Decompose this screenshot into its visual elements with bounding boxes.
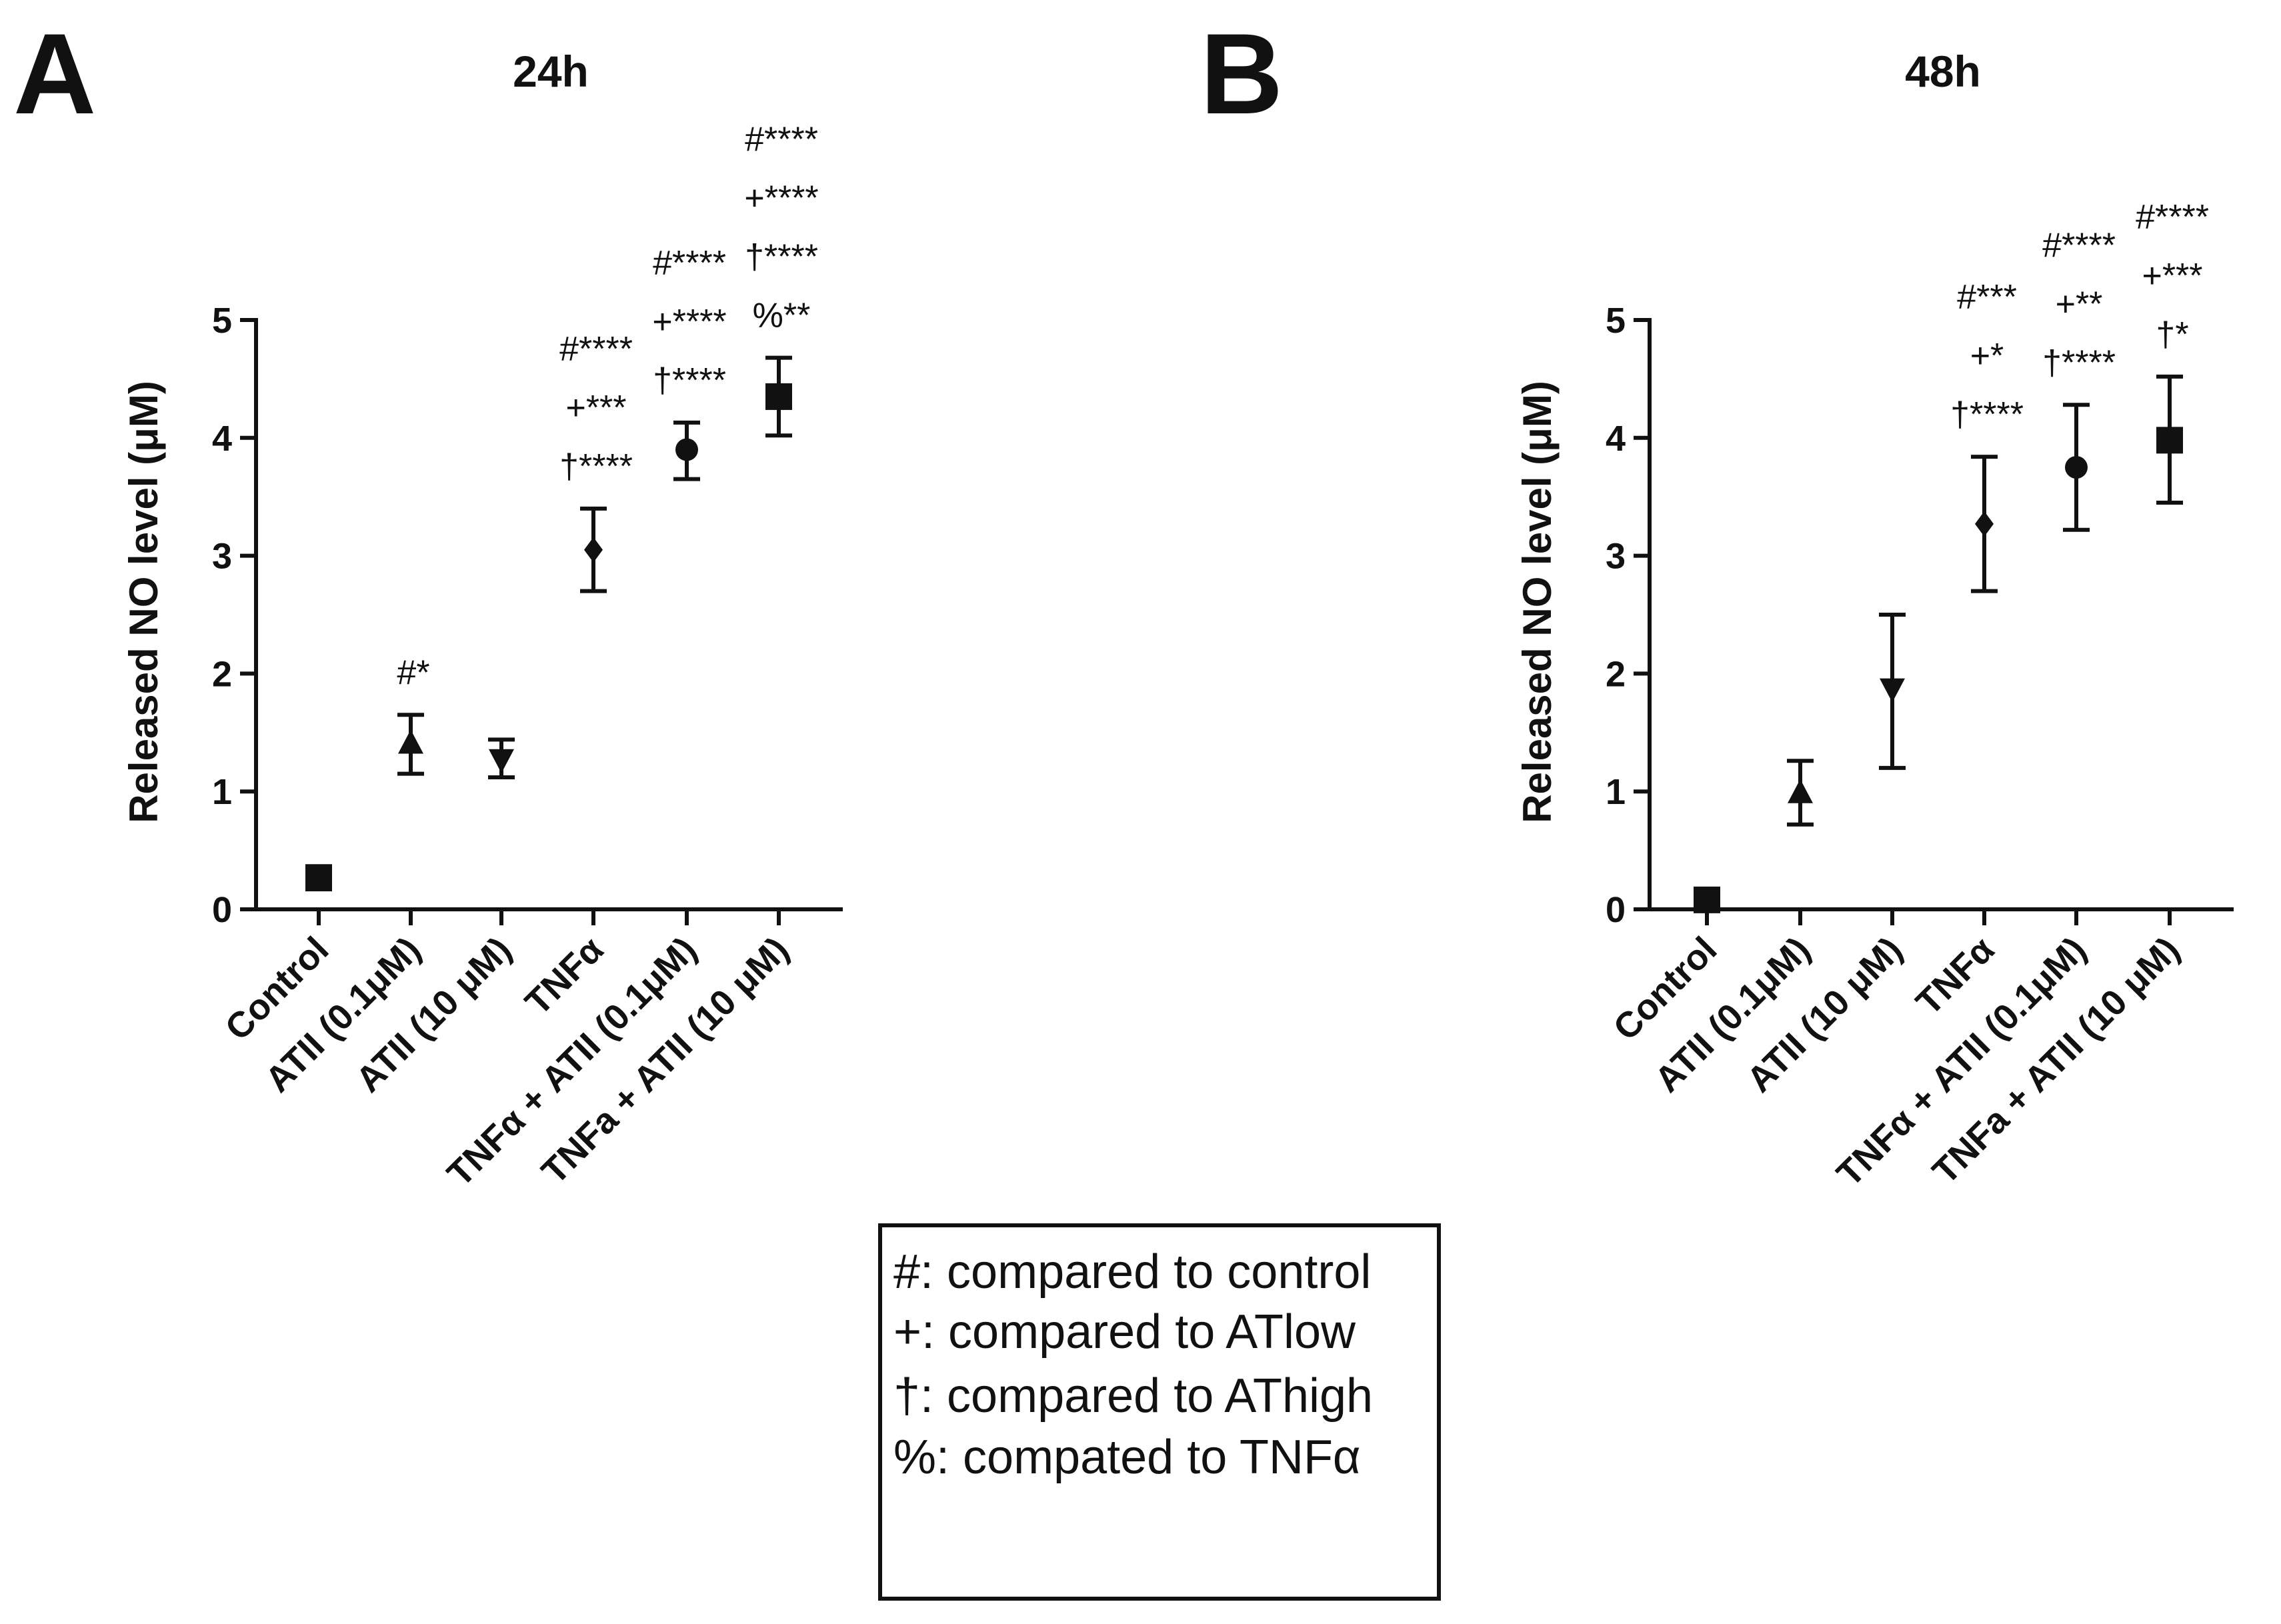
data-point-group — [1694, 886, 1720, 913]
y-axis-label-b: Released NO level (μM) — [1515, 381, 1560, 823]
data-series-a: #* #**** +*** †**** #**** +**** †**** #**** +***… — [305, 121, 819, 891]
significance-annotation: +**** — [652, 303, 726, 341]
data-point-group: #**** +*** †* — [2136, 198, 2209, 505]
panel-b: B 48h Released NO level (μM) 0 1 2 3 4 5 Cont… — [1200, 10, 2234, 1194]
legend-border — [878, 1223, 1441, 1601]
data-point-group: #**** +**** †**** — [652, 244, 727, 481]
significance-annotation: #* — [397, 653, 429, 692]
y-tick-label: 4 — [1606, 419, 1626, 459]
data-point-circle — [2065, 456, 2088, 479]
data-series-b: #*** +* †**** #**** +** †**** #**** +*** †* — [1694, 198, 2209, 913]
legend-item-control: #: compared to control — [893, 1245, 1371, 1299]
y-axis-a: 0 1 2 3 4 5 — [212, 301, 258, 930]
significance-annotation: #**** — [559, 330, 633, 369]
y-tick-label: 2 — [212, 654, 232, 694]
significance-annotation: +*** — [565, 389, 626, 427]
y-tick-label: 1 — [1606, 772, 1626, 812]
y-axis-label-a: Released NO level (μM) — [121, 381, 166, 823]
y-tick-label: 5 — [212, 301, 232, 341]
panel-letter-b: B — [1200, 10, 1283, 138]
data-point-triangle-down — [1880, 678, 1905, 703]
data-point-triangle-up — [398, 729, 423, 754]
significance-annotation: †* — [2156, 315, 2188, 354]
data-point-group — [488, 737, 515, 779]
data-point-square — [2156, 427, 2183, 454]
data-point-group: #* — [397, 653, 430, 776]
legend-item-atlow: +: compared to ATlow — [893, 1305, 1356, 1359]
significance-annotation: †**** — [559, 447, 633, 486]
panel-letter-a: A — [13, 10, 96, 138]
significance-annotation: †**** — [2042, 343, 2116, 382]
y-tick-label: 2 — [1606, 654, 1626, 694]
significance-annotation: #**** — [653, 244, 726, 283]
panel-a: A 24h Released NO level (μM) 0 1 2 3 4 5 Cont… — [13, 10, 843, 1194]
data-point-group: #**** +*** †**** — [559, 330, 633, 593]
data-point-square — [305, 864, 332, 891]
significance-annotation: %** — [753, 297, 811, 335]
legend-item-tnfa: %: compated to TNFα — [893, 1431, 1361, 1484]
y-tick-label: 0 — [212, 890, 232, 930]
data-point-triangle-up — [1788, 779, 1813, 803]
y-tick-label: 4 — [212, 419, 232, 459]
data-point-square — [765, 383, 792, 410]
significance-annotation: +* — [1970, 337, 2004, 375]
significance-annotation: +*** — [2142, 257, 2202, 295]
y-tick-label: 0 — [1606, 890, 1626, 930]
data-point-diamond — [1975, 511, 1994, 537]
y-axis-b: 0 1 2 3 4 5 — [1606, 301, 1652, 930]
significance-annotation: #**** — [2042, 226, 2116, 265]
legend-box: #: compared to control +: compared to AT… — [878, 1223, 1441, 1601]
y-tick-label: 5 — [1606, 301, 1626, 341]
significance-annotation: #**** — [745, 121, 818, 159]
significance-annotation: †**** — [745, 238, 818, 277]
significance-annotation: #*** — [1957, 278, 2017, 317]
data-point-triangle-down — [489, 749, 514, 773]
data-point-group — [305, 864, 332, 891]
data-point-group — [1787, 759, 1814, 827]
data-point-group: #*** +* †**** — [1950, 278, 2024, 593]
significance-annotation: +** — [2056, 285, 2103, 323]
chart-title-48h: 48h — [1905, 47, 1981, 96]
significance-annotation: †**** — [1950, 395, 2024, 434]
data-point-diamond — [584, 537, 603, 563]
data-point-group: #**** +** †**** — [2042, 226, 2116, 532]
y-tick-label: 3 — [212, 537, 232, 577]
data-point-circle — [675, 438, 698, 461]
legend-item-athigh: †: compared to AThigh — [893, 1369, 1373, 1423]
y-tick-label: 1 — [212, 772, 232, 812]
significance-annotation: †**** — [653, 361, 726, 400]
data-point-group: #**** +**** †**** %** — [744, 121, 819, 438]
y-tick-label: 3 — [1606, 537, 1626, 577]
chart-title-24h: 24h — [513, 47, 589, 96]
data-point-square — [1694, 886, 1720, 913]
data-point-group — [1879, 613, 1906, 770]
significance-annotation: #**** — [2136, 198, 2209, 237]
significance-annotation: +**** — [744, 179, 818, 218]
